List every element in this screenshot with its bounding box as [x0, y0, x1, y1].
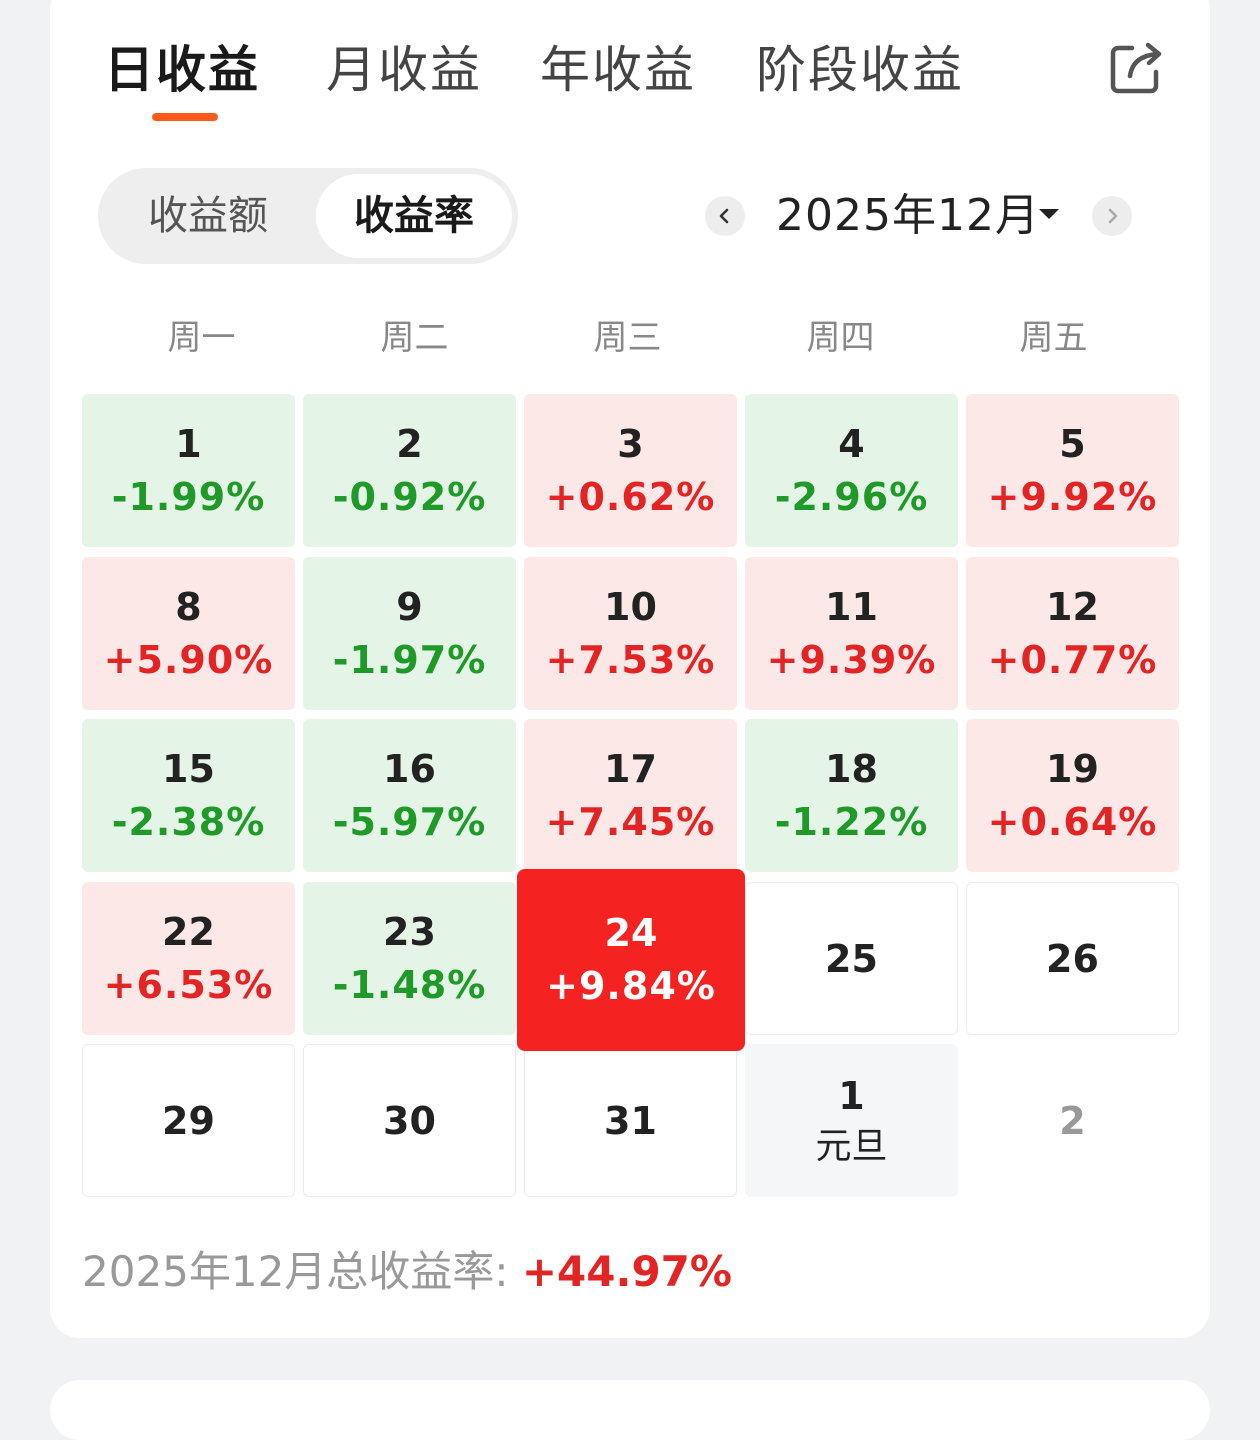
day-number: 18 [825, 746, 878, 791]
next-month-button[interactable] [1092, 196, 1132, 236]
day-number: 3 [617, 421, 644, 466]
day-number: 5 [1059, 421, 1086, 466]
caret-down-icon[interactable] [1039, 209, 1059, 219]
calendar-day-cell[interactable]: 30 [303, 1044, 516, 1197]
calendar-day-cell[interactable]: 1 -1.99% [82, 394, 295, 547]
calendar-day-cell[interactable]: 31 [524, 1044, 737, 1197]
calendar-day-cell[interactable]: 8 +5.90% [82, 557, 295, 710]
day-return-rate: +7.45% [545, 799, 716, 844]
day-return-rate: -5.97% [332, 799, 487, 844]
day-number: 30 [383, 1098, 436, 1143]
calendar-day-cell[interactable]: 15 -2.38% [82, 719, 295, 872]
day-number: 1 [838, 1073, 865, 1118]
calendar-day-cell[interactable]: 19 +0.64% [966, 719, 1179, 872]
calendar-day-cell[interactable]: 4 -2.96% [745, 394, 958, 547]
day-number: 4 [838, 421, 865, 466]
calendar-day-cell[interactable]: 29 [82, 1044, 295, 1197]
day-number: 2 [1059, 1098, 1086, 1143]
day-return-rate: -1.99% [111, 474, 266, 519]
summary-label: 2025年12月总收益率: [82, 1247, 522, 1296]
tab-monthly[interactable]: 月收益 [326, 41, 482, 99]
day-number: 16 [383, 746, 436, 791]
calendar-day-cell[interactable]: 11 +9.39% [745, 557, 958, 710]
day-number: 17 [604, 746, 657, 791]
chevron-left-icon [719, 208, 729, 224]
calendar-day-cell[interactable]: 18 -1.22% [745, 719, 958, 872]
toggle-rate[interactable]: 收益率 [316, 174, 512, 258]
calendar-day-cell[interactable]: 2 [966, 1044, 1179, 1197]
calendar-day-cell[interactable]: 1 元旦 [745, 1044, 958, 1197]
weekday-tue: 周二 [380, 318, 449, 358]
day-number: 25 [825, 936, 878, 981]
day-number: 22 [162, 909, 215, 954]
day-number: 2 [396, 421, 423, 466]
calendar-day-cell[interactable]: 26 [966, 882, 1179, 1035]
month-selector[interactable]: 2025年12月 [776, 190, 1040, 241]
calendar-day-cell[interactable]: 22 +6.53% [82, 882, 295, 1035]
day-return-rate: +7.53% [545, 637, 716, 682]
day-return-rate: -2.38% [111, 799, 266, 844]
day-number: 12 [1046, 584, 1099, 629]
day-return-rate: +9.39% [766, 637, 937, 682]
day-return-rate: +5.90% [103, 637, 274, 682]
tab-daily[interactable]: 日收益 [104, 41, 260, 99]
chevron-right-icon [1108, 208, 1118, 224]
calendar-day-cell[interactable]: 3 +0.62% [524, 394, 737, 547]
day-number: 9 [396, 584, 423, 629]
day-number: 8 [175, 584, 202, 629]
holiday-label: 元旦 [815, 1125, 888, 1167]
calendar-day-cell[interactable]: 17 +7.45% [524, 719, 737, 872]
prev-month-button[interactable] [705, 196, 745, 236]
monthly-summary: 2025年12月总收益率: +44.97% [82, 1244, 732, 1300]
day-number: 31 [604, 1098, 657, 1143]
day-return-rate: +6.53% [103, 962, 274, 1007]
weekday-wed: 周三 [593, 318, 662, 358]
next-card [50, 1380, 1210, 1440]
day-number: 1 [175, 421, 202, 466]
tab-yearly[interactable]: 年收益 [540, 41, 696, 99]
day-return-rate: +0.62% [545, 474, 716, 519]
day-return-rate: -0.92% [332, 474, 487, 519]
day-number: 10 [604, 584, 657, 629]
day-return-rate: -1.22% [774, 799, 929, 844]
calendar-day-cell[interactable]: 16 -5.97% [303, 719, 516, 872]
day-number: 15 [162, 746, 215, 791]
calendar-day-cell[interactable]: 25 [745, 882, 958, 1035]
day-number: 29 [162, 1098, 215, 1143]
calendar-day-cell[interactable]: 2 -0.92% [303, 394, 516, 547]
day-number: 24 [604, 911, 658, 955]
day-number: 26 [1046, 936, 1099, 981]
share-export-icon[interactable] [1108, 40, 1164, 96]
weekday-fri: 周五 [1019, 318, 1088, 358]
calendar-day-cell[interactable]: 23 -1.48% [303, 882, 516, 1035]
calendar-day-cell[interactable]: 24 +9.84% [517, 869, 745, 1051]
day-number: 11 [825, 584, 878, 629]
active-tab-indicator [152, 113, 218, 121]
metric-toggle: 收益额 收益率 [98, 168, 518, 264]
weekday-mon: 周一 [167, 318, 236, 358]
day-return-rate: -2.96% [774, 474, 929, 519]
summary-value: +44.97% [521, 1247, 732, 1296]
calendar-day-cell[interactable]: 9 -1.97% [303, 557, 516, 710]
calendar-day-cell[interactable]: 12 +0.77% [966, 557, 1179, 710]
calendar-day-cell[interactable]: 5 +9.92% [966, 394, 1179, 547]
weekday-thu: 周四 [806, 318, 875, 358]
calendar-day-cell[interactable]: 10 +7.53% [524, 557, 737, 710]
toggle-amount[interactable]: 收益额 [148, 193, 268, 239]
day-number: 23 [383, 909, 436, 954]
day-return-rate: +0.64% [987, 799, 1158, 844]
day-return-rate: -1.48% [332, 962, 487, 1007]
day-return-rate: +9.84% [546, 964, 716, 1008]
day-return-rate: -1.97% [332, 637, 487, 682]
day-return-rate: +9.92% [987, 474, 1158, 519]
day-number: 19 [1046, 746, 1099, 791]
tab-period[interactable]: 阶段收益 [756, 41, 964, 99]
day-return-rate: +0.77% [987, 637, 1158, 682]
